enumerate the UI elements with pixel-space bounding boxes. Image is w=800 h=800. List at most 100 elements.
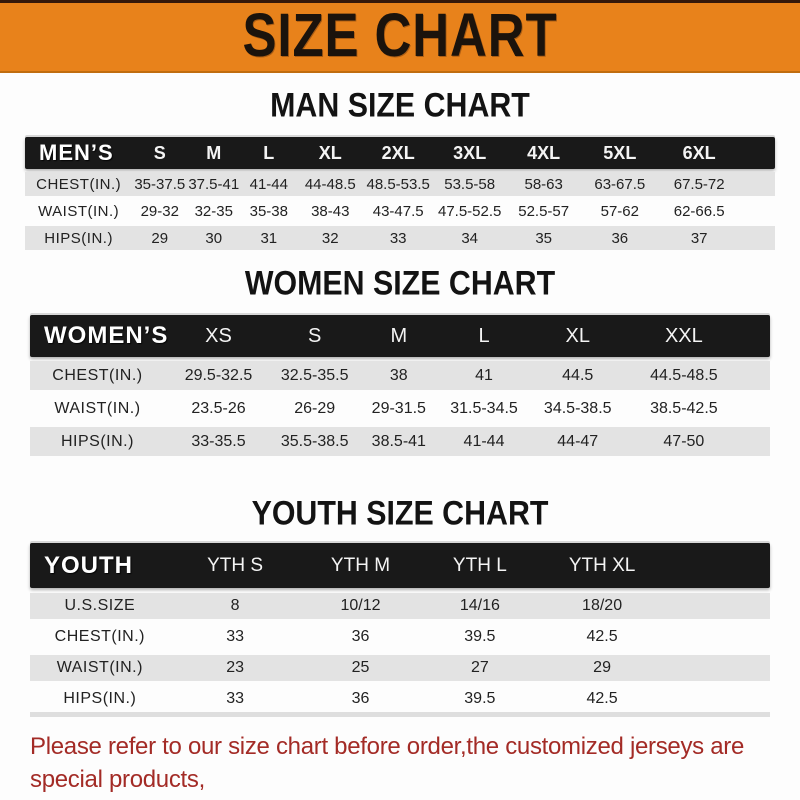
cell-value: 36 <box>611 229 629 247</box>
row-label: U.S.SIZE <box>64 597 136 614</box>
notice-line-2: we don't accept cancel, change, teturn o… <box>30 796 800 800</box>
section-title: WOMEN SIZE CHART <box>244 263 556 302</box>
table-header-label: WOMEN’S <box>44 322 169 349</box>
size-table: YOUTH YTH S YTH M YTH L YTH XL U.S.SIZE 8 10/12… <box>30 543 770 717</box>
row-label: HIPS(IN.) <box>60 432 134 450</box>
cell-value: 43-47.5 <box>372 202 424 220</box>
cell-value: 30 <box>205 229 223 247</box>
cell-value: 14/16 <box>459 597 500 614</box>
row-label: HIPS(IN.) <box>63 690 137 707</box>
cell-value: 42.5 <box>586 628 618 645</box>
cell-value: 42.5 <box>586 690 618 707</box>
cell-value: 34.5-38.5 <box>543 399 612 417</box>
cell-value: 38-43 <box>311 202 350 220</box>
cell-value: 35.5-38.5 <box>280 432 349 450</box>
cell-value: 57-62 <box>600 202 639 220</box>
row-label: CHEST(IN.) <box>52 366 143 384</box>
section-title: YOUTH SIZE CHART <box>251 493 549 532</box>
cell-value: 37 <box>690 229 708 247</box>
cell-value: 58-63 <box>524 175 563 193</box>
column-header: M <box>390 324 408 347</box>
table-header-label: YOUTH <box>44 551 133 579</box>
cell-value: 33-35.5 <box>191 432 246 450</box>
footer-notice: Please refer to our size chart before or… <box>0 730 800 800</box>
cell-value: 38.5-42.5 <box>650 399 718 417</box>
column-header: L <box>478 324 490 347</box>
banner-title: SIZE CHART <box>242 1 558 70</box>
column-header: M <box>206 142 222 163</box>
table-row: U.S.SIZE 8 10/12 14/16 18/20 <box>30 593 770 619</box>
size-table: WOMEN’S XS S M L XL XXL CHEST(IN.) 29.5-32.5 32.5… <box>30 315 770 456</box>
cell-value: 44.5-48.5 <box>650 366 718 384</box>
cell-value: 41-44 <box>249 175 288 193</box>
column-header: XXL <box>664 324 703 347</box>
cell-value: 23 <box>226 659 244 676</box>
cell-value: 41 <box>475 366 493 384</box>
cell-value: 36 <box>351 628 370 645</box>
cell-value: 39.5 <box>464 690 496 707</box>
cell-value: 33 <box>226 628 244 645</box>
row-label: WAIST(IN.) <box>38 202 120 220</box>
cell-value: 47-50 <box>663 432 705 450</box>
cell-value: 41-44 <box>463 432 505 450</box>
column-header: L <box>263 142 275 163</box>
cell-value: 44-48.5 <box>304 175 356 193</box>
cell-value: 23.5-26 <box>191 399 246 417</box>
column-header: YTH M <box>330 554 391 576</box>
cell-value: 38.5-41 <box>371 432 426 450</box>
cell-value: 38 <box>389 366 408 384</box>
cell-value: 26-29 <box>294 399 336 417</box>
column-header: YTH S <box>207 554 264 576</box>
section-youth-size-chart: YOUTH SIZE CHART YOUTH YTH S YTH M YTH L YTH … <box>0 493 800 717</box>
banner: SIZE CHART <box>0 0 800 73</box>
cell-value: 32-35 <box>194 202 233 220</box>
column-header: 2XL <box>381 142 415 163</box>
cell-value: 36 <box>351 690 370 707</box>
cell-value: 37.5-41 <box>188 175 240 193</box>
cell-value: 33 <box>389 229 407 247</box>
cell-value: 31 <box>260 229 278 247</box>
row-label: HIPS(IN.) <box>44 229 113 247</box>
table-row: HIPS(IN.) 33-35.5 35.5-38.5 38.5-41 41-44 44-… <box>30 427 770 456</box>
cell-value: 34 <box>461 229 479 247</box>
cell-value: 25 <box>351 659 370 676</box>
column-header: 6XL <box>682 142 716 163</box>
size-table: MEN’S S M L XL 2XL 3XL 4XL 5XL 6XL CHEST(IN.) 35-37… <box>25 137 775 250</box>
column-header: 3XL <box>453 142 487 163</box>
cell-value: 39.5 <box>464 628 496 645</box>
table-header-bar: MEN’S S M L XL 2XL 3XL 4XL 5XL 6XL <box>25 137 775 169</box>
column-header: YTH L <box>452 554 507 576</box>
table-row: WAIST(IN.) 23.5-26 26-29 29-31.5 31.5-34.5 34… <box>30 394 770 423</box>
column-header: S <box>308 324 322 347</box>
column-header: XL <box>565 324 590 347</box>
column-header: 4XL <box>527 142 561 163</box>
cell-value: 48.5-53.5 <box>366 175 430 193</box>
cell-value: 44.5 <box>562 366 594 384</box>
cell-value: 18/20 <box>582 597 623 614</box>
cell-value: 27 <box>470 659 489 676</box>
cell-value: 29-31.5 <box>371 399 426 417</box>
cell-value: 35 <box>535 229 553 247</box>
cell-value: 47.5-52.5 <box>437 202 502 220</box>
cell-value: 33 <box>226 690 244 707</box>
cell-value: 29 <box>593 659 611 676</box>
table-header-label: MEN’S <box>39 140 114 165</box>
cell-value: 8 <box>230 597 240 614</box>
table-row: CHEST(IN.) 33 36 39.5 42.5 <box>30 624 770 650</box>
column-header: XL <box>318 142 342 163</box>
cell-value: 35-37.5 <box>134 175 186 193</box>
table-row: WAIST(IN.) 23 25 27 29 <box>30 655 770 681</box>
table-row: CHEST(IN.) 35-37.5 37.5-41 41-44 44-48.5 48.5… <box>25 172 775 196</box>
column-header: XS <box>205 324 232 347</box>
column-header: 5XL <box>603 142 637 163</box>
cell-value: 63-67.5 <box>594 175 646 193</box>
cell-value: 31.5-34.5 <box>450 399 518 417</box>
notice-line-1: Please refer to our size chart before or… <box>30 733 745 793</box>
row-label: WAIST(IN.) <box>54 399 141 417</box>
table-row: HIPS(IN.) 33 36 39.5 42.5 <box>30 686 770 712</box>
column-header: S <box>153 142 166 163</box>
cell-value: 53.5-58 <box>444 175 496 193</box>
cell-value: 52.5-57 <box>518 202 570 220</box>
cell-value: 29 <box>151 229 169 247</box>
